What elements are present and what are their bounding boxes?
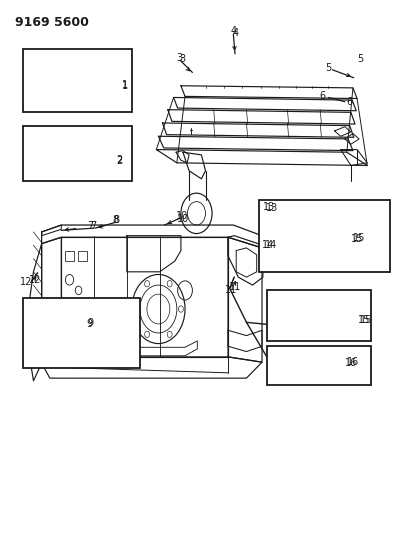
Text: 9169 5600: 9169 5600 <box>15 15 89 29</box>
Text: 4: 4 <box>232 28 238 38</box>
Text: 14: 14 <box>265 240 277 250</box>
Text: 3: 3 <box>176 53 182 62</box>
Text: 10: 10 <box>175 211 188 221</box>
Text: 10: 10 <box>177 214 189 224</box>
Text: 11: 11 <box>225 286 238 295</box>
Text: 12: 12 <box>28 275 41 285</box>
Bar <box>267 290 372 341</box>
Text: 14: 14 <box>262 240 274 250</box>
Text: 16: 16 <box>345 358 357 368</box>
Text: 7: 7 <box>87 221 93 231</box>
Text: 6: 6 <box>347 96 353 107</box>
Text: 9: 9 <box>88 318 94 328</box>
Text: 15: 15 <box>358 314 370 325</box>
Bar <box>23 49 132 112</box>
Bar <box>259 200 390 272</box>
Text: 15: 15 <box>360 314 372 325</box>
Text: 8: 8 <box>112 215 118 225</box>
Text: 1: 1 <box>122 81 128 91</box>
Bar <box>267 346 372 384</box>
Text: 2: 2 <box>116 156 122 166</box>
Text: 16: 16 <box>347 357 359 367</box>
Text: 13: 13 <box>266 203 278 213</box>
Text: 15: 15 <box>351 234 363 244</box>
Text: 7: 7 <box>90 221 96 231</box>
Text: 5: 5 <box>357 54 363 64</box>
Text: 13: 13 <box>263 202 275 212</box>
Text: 11: 11 <box>229 282 241 292</box>
Text: 4: 4 <box>230 26 236 36</box>
Text: 5: 5 <box>326 63 332 73</box>
Text: 2: 2 <box>117 155 123 165</box>
Text: 9: 9 <box>87 319 93 329</box>
Bar <box>65 251 74 261</box>
Text: 15: 15 <box>353 233 365 244</box>
Text: 1: 1 <box>122 80 128 90</box>
Bar <box>23 298 140 368</box>
Bar <box>23 126 132 181</box>
Bar <box>78 251 87 261</box>
Text: 12: 12 <box>21 278 33 287</box>
Text: 6: 6 <box>319 91 326 101</box>
Text: 3: 3 <box>179 54 185 64</box>
Text: 8: 8 <box>113 215 120 225</box>
